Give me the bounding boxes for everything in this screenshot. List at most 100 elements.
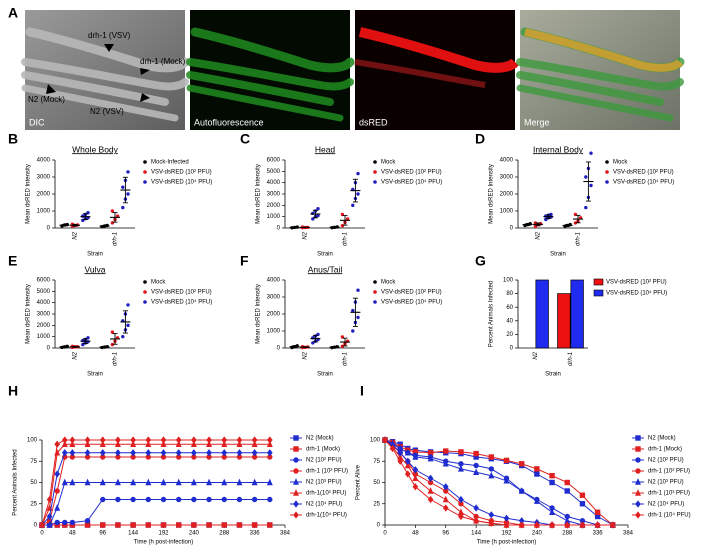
marker [221, 478, 228, 486]
marker [266, 436, 273, 444]
marker [99, 478, 106, 486]
legend-label: drh-1 (Mock) [306, 447, 340, 453]
y-axis-label: Mean dsRED Intensity [489, 164, 495, 224]
legend-label: VSV-dsRED (10² PFU) [381, 170, 442, 176]
x-tick-label: N2 [533, 351, 539, 359]
marker [412, 474, 419, 481]
legend-label: drh-1(10³ PFU) [306, 491, 346, 497]
legend-marker [143, 160, 147, 164]
marker [534, 521, 540, 529]
x-tick-label: N2 [303, 231, 309, 239]
marker [206, 496, 212, 503]
x-tick-label: 0 [383, 531, 387, 537]
marker [114, 478, 121, 486]
legend-marker [373, 160, 377, 164]
panel-label: B [8, 131, 18, 147]
marker [564, 479, 570, 486]
marker [579, 492, 586, 498]
marker [221, 440, 228, 447]
data-point [345, 217, 350, 221]
marker [175, 496, 182, 503]
marker [251, 440, 258, 447]
bar [570, 279, 584, 349]
legend-label: drh-1(10⁴ PFU) [306, 512, 347, 519]
legend-label: drh-1 (10² PFU) [306, 469, 348, 475]
bar [535, 279, 549, 349]
y-tick-label: 100 [503, 278, 514, 284]
marker [293, 446, 299, 452]
y-tick-label: 3000 [267, 295, 281, 301]
marker [635, 478, 641, 485]
marker [54, 519, 60, 526]
marker [69, 449, 76, 457]
marker [115, 436, 121, 444]
legend-marker [605, 160, 609, 164]
data-point [589, 151, 593, 155]
y-axis-label: Percent Animals Infected [489, 281, 495, 347]
y-tick-label: 6000 [267, 158, 281, 164]
data-point [549, 212, 553, 217]
marker [236, 478, 243, 486]
marker [457, 464, 464, 472]
y-tick-label: 50 [373, 480, 380, 486]
marker [412, 466, 419, 474]
y-tick-label: 1000 [500, 209, 514, 215]
x-axis-label: Strain [545, 372, 561, 378]
legend-label: VSV-dsRED (10² PFU) [151, 290, 212, 296]
marker [427, 474, 434, 482]
marker [46, 521, 53, 528]
y-tick-label: 1000 [37, 334, 51, 340]
x-tick-label: 144 [128, 531, 139, 537]
marker [160, 522, 167, 528]
marker [549, 473, 555, 479]
data-point [126, 170, 130, 174]
y-tick-label: 0 [47, 346, 51, 352]
legend-label: N2 (10³ PFU) [648, 480, 684, 486]
marker [442, 483, 449, 491]
x-tick-label: 0 [40, 531, 44, 537]
marker [442, 459, 449, 467]
marker [427, 487, 434, 494]
marker [266, 440, 273, 447]
marker [293, 500, 299, 508]
annotation: drh-1 (Mock) [140, 57, 186, 66]
x-tick-label: 336 [250, 531, 261, 537]
marker [69, 519, 76, 526]
legend-label: Mock [151, 280, 166, 286]
marker [145, 436, 152, 444]
x-tick-label: 96 [442, 531, 449, 537]
marker [191, 436, 197, 444]
data-point [316, 207, 320, 211]
data-point [110, 209, 115, 213]
marker [145, 496, 152, 503]
panel-label: I [360, 383, 364, 399]
marker [206, 440, 213, 447]
marker [635, 457, 641, 463]
marker [191, 496, 197, 503]
marker [549, 508, 556, 515]
marker [175, 436, 182, 444]
x-tick-label: 384 [280, 531, 291, 537]
series-line [384, 439, 613, 526]
data-point [533, 221, 538, 225]
x-tick-label: N2 [73, 231, 79, 239]
marker [46, 512, 53, 521]
marker [458, 495, 464, 504]
y-tick-label: 5000 [37, 289, 51, 295]
y-tick-label: 4000 [267, 180, 281, 186]
y-tick-label: 2000 [267, 203, 281, 209]
marker [99, 440, 106, 447]
marker [175, 478, 182, 486]
y-tick-label: 6000 [37, 278, 51, 284]
chart-title: Head [315, 144, 336, 154]
legend-label: VSV-dsRED (10⁴ PFU) [613, 179, 674, 186]
legend-label: Mock [613, 160, 628, 166]
legend-swatch [593, 278, 604, 286]
x-tick-label: 192 [158, 531, 169, 537]
marker [564, 488, 570, 494]
marker [293, 478, 299, 485]
x-tick-label: drh-1 [113, 352, 119, 366]
marker [635, 500, 641, 508]
marker [130, 436, 136, 444]
micrograph-merge: Merge [520, 10, 680, 130]
